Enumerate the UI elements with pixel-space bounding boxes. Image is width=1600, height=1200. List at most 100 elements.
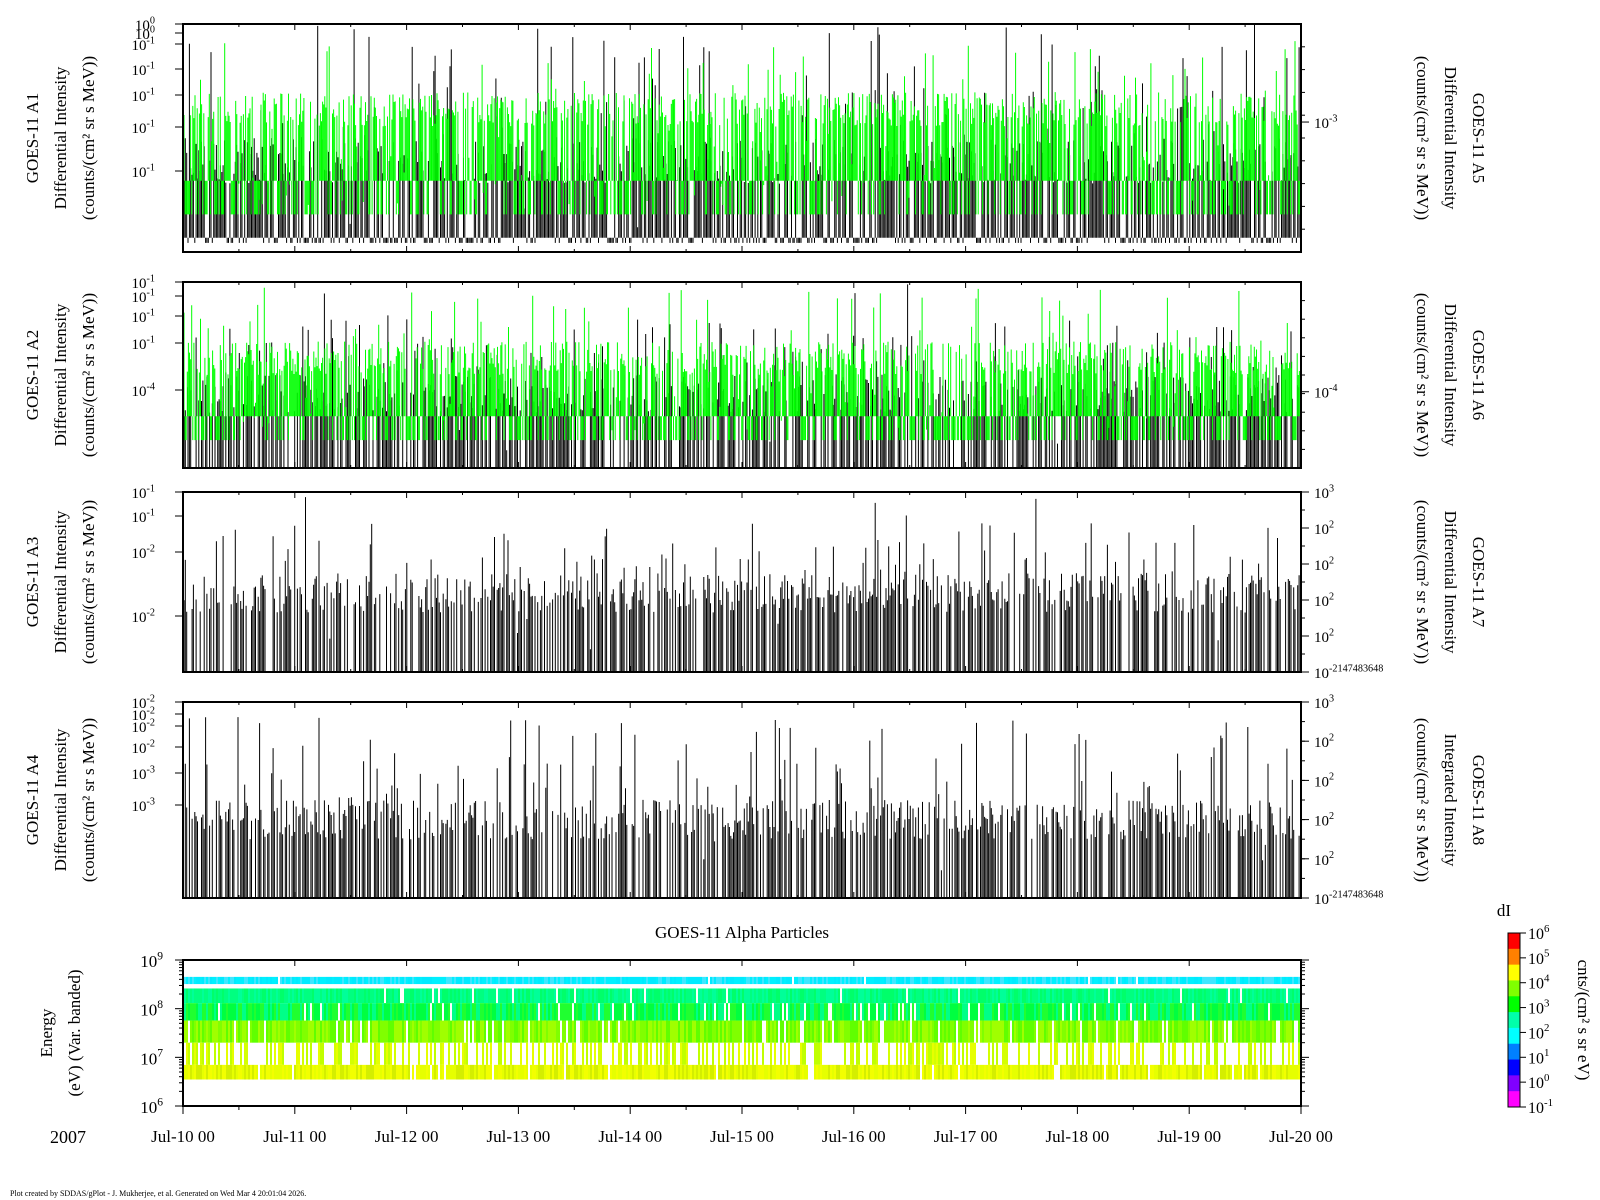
spectrogram-cell — [734, 988, 736, 1004]
spectrogram-cell — [852, 988, 854, 1004]
spectrogram-cell — [348, 1020, 350, 1043]
spectrogram-cell — [970, 988, 972, 1004]
spectrogram-cell — [552, 988, 554, 1004]
spectrogram-cell — [1000, 988, 1002, 1004]
spectrogram-cell — [1018, 1042, 1020, 1065]
spectrogram-cell — [532, 988, 534, 1004]
spectrogram-cell — [702, 1020, 704, 1043]
spectrogram-cell — [366, 1020, 368, 1043]
spectrogram-cell — [944, 976, 946, 985]
spectrogram-cell — [832, 988, 834, 1004]
spectrogram-cell — [1234, 976, 1236, 985]
spectrogram-cell — [908, 976, 910, 985]
spectrogram-cell — [1162, 976, 1164, 985]
spectrogram-cell — [1238, 1042, 1240, 1065]
spectrogram-cell — [188, 1042, 190, 1065]
spectrogram-cell — [586, 1020, 588, 1043]
spectrogram-cell — [1184, 1064, 1186, 1080]
spectrogram-cell — [1218, 1003, 1220, 1021]
spectrogram-cell — [918, 1064, 920, 1080]
spectrogram-cell — [858, 976, 860, 985]
spectrogram-cell — [538, 1064, 540, 1080]
spectrogram-cell — [772, 1020, 774, 1043]
spectrogram-cell — [1124, 1064, 1126, 1080]
spectrogram-cell — [870, 1003, 872, 1021]
spectrogram-cell — [312, 1020, 314, 1043]
spectrogram-cell — [804, 1064, 806, 1080]
spectrogram-cell — [316, 1064, 318, 1080]
spectrogram-cell — [424, 988, 426, 1004]
spectrogram-cell — [828, 988, 830, 1004]
spectrogram-cell — [1260, 1042, 1262, 1065]
spectrogram-cell — [1032, 1003, 1034, 1021]
spectrogram-cell — [1260, 1064, 1262, 1080]
spectrogram-cell — [1146, 988, 1148, 1004]
spectrogram-cell — [680, 1042, 682, 1065]
spectrogram-cell — [750, 988, 752, 1004]
spectrogram-cell — [976, 1003, 978, 1021]
spectrogram-cell — [898, 1064, 900, 1080]
spectrogram-cell — [358, 1003, 360, 1021]
spectrogram-cell — [346, 1003, 348, 1021]
spectrogram-cell — [1096, 1003, 1098, 1021]
spectrogram-cell — [498, 1003, 500, 1021]
spectrogram-cell — [356, 1064, 358, 1080]
spectrogram-cell — [1032, 988, 1034, 1004]
spectrogram-cell — [1276, 1003, 1278, 1021]
spectrogram-cell — [700, 1020, 702, 1043]
spectrogram-cell — [510, 1042, 512, 1065]
spectrogram-cell — [992, 1042, 994, 1065]
spectrogram-cell — [578, 1003, 580, 1021]
spectrogram-cell — [244, 1042, 246, 1065]
spectrogram-cell — [986, 1020, 988, 1043]
spectrogram-cell — [852, 1042, 854, 1065]
spectrogram-cell — [222, 988, 224, 1004]
spectrogram-cell — [220, 976, 222, 985]
spectrogram-cell — [1288, 1003, 1290, 1021]
spectrogram-cell — [828, 1020, 830, 1043]
spectrogram-cell — [184, 988, 186, 1004]
spectrogram-cell — [852, 1064, 854, 1080]
spectrogram-cell — [632, 976, 634, 985]
spectrogram-cell — [660, 1020, 662, 1043]
spectrogram-cell — [1064, 1020, 1066, 1043]
spectrogram-cell — [292, 1020, 294, 1043]
spectrogram-cell — [1242, 976, 1244, 985]
spectrogram-cell — [712, 1042, 714, 1065]
spectrogram-cell — [408, 976, 410, 985]
spectrogram-cell — [938, 1042, 940, 1065]
spectrogram-cell — [726, 1064, 728, 1080]
spectrogram-cell — [190, 976, 192, 985]
spectrogram-cell — [252, 988, 254, 1004]
spectrogram-cell — [968, 1064, 970, 1080]
spectrogram-cell — [1126, 988, 1128, 1004]
spectrogram-cell — [1256, 1003, 1258, 1021]
spectrogram-cell — [896, 1064, 898, 1080]
spectrogram-cell — [696, 1003, 698, 1021]
spectrogram-cell — [518, 1003, 520, 1021]
spectrogram-cell — [1044, 1003, 1046, 1021]
spectrogram-cell — [562, 1020, 564, 1043]
spectrogram-cell — [864, 1020, 866, 1043]
spectrogram-cell — [438, 1003, 440, 1021]
spectrogram-cell — [1162, 1042, 1164, 1065]
spectrogram-cell — [656, 988, 658, 1004]
spectrogram-cell — [642, 1064, 644, 1080]
spectrogram-cell — [490, 1020, 492, 1043]
spectrogram-cell — [596, 1003, 598, 1021]
spectrogram-cell — [632, 1064, 634, 1080]
spectrogram-cell — [902, 1064, 904, 1080]
spectrogram-cell — [350, 1003, 352, 1021]
spectrogram-cell — [608, 976, 610, 985]
spectrogram-cell — [1032, 1064, 1034, 1080]
spectrogram-cell — [1016, 1003, 1018, 1021]
spectrogram-cell — [1170, 1020, 1172, 1043]
spectrogram-cell — [466, 1020, 468, 1043]
spectrogram-cell — [950, 1003, 952, 1021]
spectrogram-cell — [680, 1003, 682, 1021]
spectrogram-cell — [1182, 976, 1184, 985]
spectrogram-cell — [700, 976, 702, 985]
spectrogram-cell — [232, 976, 234, 985]
spectrogram-cell — [580, 1064, 582, 1080]
spectrogram-cell — [256, 976, 258, 985]
